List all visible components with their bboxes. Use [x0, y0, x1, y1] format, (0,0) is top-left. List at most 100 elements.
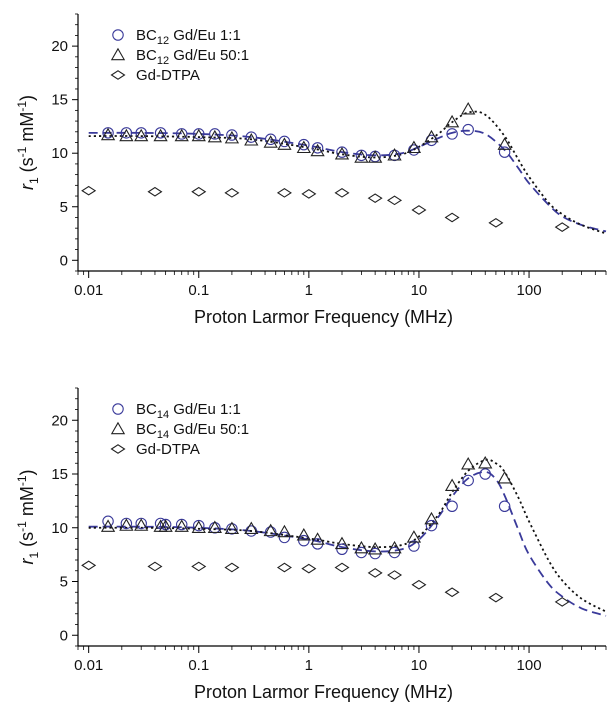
data-point [277, 524, 292, 538]
data-point [207, 520, 222, 533]
data-point [193, 519, 205, 532]
y-tick-label: 15 [51, 466, 68, 483]
data-point [276, 187, 292, 198]
data-point [175, 128, 188, 140]
data-point [298, 138, 310, 151]
x-tick-label: 10 [411, 657, 428, 674]
legend-label-sub: 14 [157, 429, 169, 441]
data-point [446, 500, 458, 512]
data-point [411, 205, 427, 215]
x-tick-label: 1 [305, 657, 313, 674]
data-point [498, 500, 511, 512]
y-tick-label: 5 [60, 199, 68, 216]
data-point [424, 511, 439, 525]
series-diamond [81, 560, 570, 607]
fit-curve-dashed [88, 129, 607, 233]
legend-label-text: BC [136, 47, 157, 64]
data-point [479, 468, 491, 480]
data-point [119, 128, 134, 142]
data-point [478, 455, 493, 469]
data-point [298, 534, 310, 547]
data-point [336, 146, 348, 158]
legend-marker [110, 47, 126, 61]
data-point [387, 540, 402, 554]
data-point [244, 133, 259, 146]
x-tick-label: 0.1 [188, 657, 209, 674]
data-point [264, 133, 277, 146]
legend-label: BC12 Gd/Eu 1:1 [136, 27, 241, 47]
y-axis-title-sub: 1 [27, 552, 41, 559]
data-point [461, 101, 476, 115]
data-point [191, 128, 206, 142]
fit-curve-dotted [88, 458, 607, 613]
legend-label-sub: 14 [157, 409, 169, 421]
data-point [263, 135, 278, 148]
data-point [387, 148, 402, 161]
data-point [158, 519, 173, 532]
data-point [301, 189, 317, 199]
data-point [334, 536, 350, 550]
data-point [444, 212, 460, 223]
data-point [209, 128, 221, 140]
data-point [154, 127, 167, 139]
series-diamond [81, 185, 570, 232]
data-point [224, 187, 240, 198]
legend-marker [110, 70, 126, 80]
data-point [120, 517, 133, 530]
y-tick-label: 5 [60, 574, 68, 591]
data-point [387, 195, 403, 206]
x-axis-title: Proton Larmor Frequency (MHz) [194, 682, 453, 702]
x-tick-label: 0.01 [74, 657, 103, 674]
data-point [296, 527, 311, 541]
data-point [406, 140, 422, 154]
y-tick-label: 15 [51, 92, 68, 109]
data-point [226, 129, 238, 141]
data-point [444, 478, 460, 492]
y-axis-title-close: ) [17, 95, 37, 101]
legend-marker [110, 444, 126, 454]
y-axis-title-units: (s [17, 157, 37, 177]
legend-label-sub: 12 [157, 55, 169, 67]
y-axis-title-sup: -1 [15, 146, 29, 157]
legend-label: BC14 Gd/Eu 1:1 [136, 401, 241, 421]
data-point [224, 130, 240, 144]
data-point [462, 474, 474, 487]
data-point [367, 568, 383, 578]
series-circle [102, 123, 511, 163]
data-point [446, 128, 458, 140]
legend-marker [112, 29, 124, 41]
data-point [278, 531, 291, 544]
legend-label-text: Gd-DTPA [136, 67, 200, 84]
data-point [135, 127, 147, 139]
legend-label-text: Gd/Eu 1:1 [169, 401, 241, 418]
data-point [102, 127, 114, 139]
data-point [277, 137, 292, 150]
legend-label-text: BC [136, 401, 157, 418]
data-point [369, 150, 381, 163]
data-point [191, 520, 206, 533]
data-point [424, 129, 439, 143]
y-axis-title-mid: mM [17, 486, 37, 521]
legend-label: BC12 Gd/Eu 50:1 [136, 47, 249, 67]
data-point [497, 137, 512, 150]
y-axis-title: r1 (s-1 mM-1) [15, 469, 41, 564]
chart-1: 0 5 10 15 20 0.01 0.1 1 10 100 Proton Larmor Frequ… [15, 13, 607, 327]
fit-curve-dotted [88, 110, 607, 235]
data-point [461, 457, 476, 470]
data-point [207, 129, 222, 143]
y-axis-title-close: ) [17, 469, 37, 475]
data-point [244, 521, 259, 535]
y-axis-title-mid: mM [17, 112, 37, 147]
data-point [102, 515, 114, 528]
data-point [554, 597, 570, 607]
data-point [387, 570, 403, 580]
data-point [119, 518, 134, 531]
data-point [354, 150, 369, 163]
data-point [462, 123, 474, 136]
legend-label-text: BC [136, 27, 157, 44]
data-point [193, 128, 205, 140]
data-point [134, 518, 149, 531]
data-point [245, 131, 258, 143]
data-point [263, 523, 278, 537]
